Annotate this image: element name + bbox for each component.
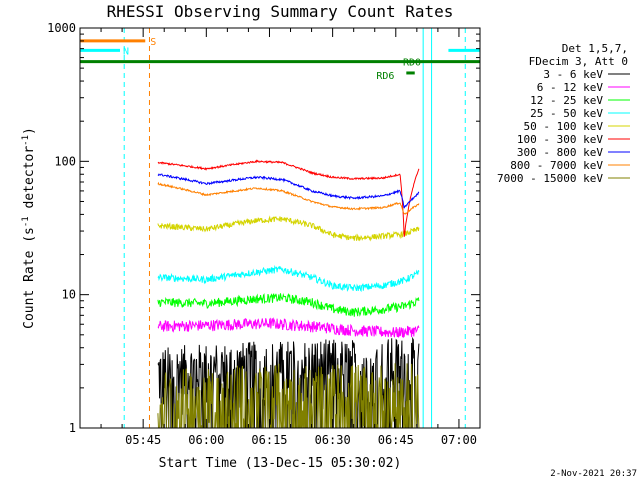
x-tick-label-3: 06:30: [315, 433, 351, 447]
y-axis-label-sup2: -1: [21, 135, 31, 146]
plot-frame: [79, 27, 481, 429]
flag-label-1: N: [123, 46, 129, 57]
flag-bars: S N RD0 RD6: [80, 37, 480, 82]
y-tick-label-3: 1000: [47, 21, 76, 35]
legend-entry-label-7: 800 - 7000 keV: [510, 159, 603, 172]
legend-header-line-2: FDecim 3, Att 0: [529, 55, 628, 68]
y-tick-label-0: 1: [69, 421, 76, 435]
legend-entry-label-8: 7000 - 15000 keV: [497, 172, 603, 185]
series-line-3: [157, 264, 420, 293]
series-line-7: [157, 181, 420, 215]
legend-entry-label-5: 100 - 300 keV: [517, 133, 603, 146]
x-tick-label-5: 07:00: [441, 433, 477, 447]
legend-entry-label-3: 25 - 50 keV: [530, 107, 603, 120]
flag-label-3: RD0: [403, 58, 421, 69]
x-tick-label-2: 06:15: [251, 433, 287, 447]
y-tick-label-2: 100: [54, 154, 76, 168]
y-axis-label-end: ): [22, 127, 37, 135]
axis-ticks: 05:45 06:00 06:15 06:30 06:45 07:00 1 10 100 1000: [47, 21, 481, 447]
legend-header-line-1: Det 1,5,7,: [562, 42, 628, 55]
x-tick-label-1: 06:00: [188, 433, 224, 447]
series-line-6: [157, 173, 420, 209]
y-axis-label-mid: detector: [22, 146, 37, 217]
flag-label-4: RD6: [376, 71, 394, 82]
series-layer: [157, 159, 420, 429]
series-line-4: [157, 215, 420, 242]
legend-entry-label-0: 3 - 6 keV: [543, 68, 603, 81]
x-tick-label-0: 05:45: [125, 433, 161, 447]
flag-label-0: S: [150, 37, 156, 48]
series-line-1: [157, 317, 420, 339]
chart-title: RHESSI Observing Summary Count Rates: [107, 2, 454, 21]
legend-entry-label-2: 12 - 25 keV: [530, 94, 603, 107]
series-line-5: [157, 159, 420, 237]
y-axis-label: Count Rate (s-1 detector-1): [21, 127, 37, 329]
series-line-8: [157, 363, 420, 429]
x-tick-label-4: 06:45: [378, 433, 414, 447]
legend-entry-label-4: 50 - 100 keV: [524, 120, 604, 133]
y-tick-label-1: 10: [62, 288, 76, 302]
x-axis-label: Start Time (13-Dec-15 05:30:02): [159, 456, 402, 471]
legend-entry-label-6: 300 - 800 keV: [517, 146, 603, 159]
series-line-2: [157, 292, 420, 317]
y-axis-label-main: Count Rate (s: [22, 227, 37, 329]
legend-entry-label-1: 6 - 12 keV: [537, 81, 604, 94]
footer-date: 2-Nov-2021 20:37: [550, 469, 637, 479]
y-axis-label-sup1: -1: [21, 216, 31, 227]
